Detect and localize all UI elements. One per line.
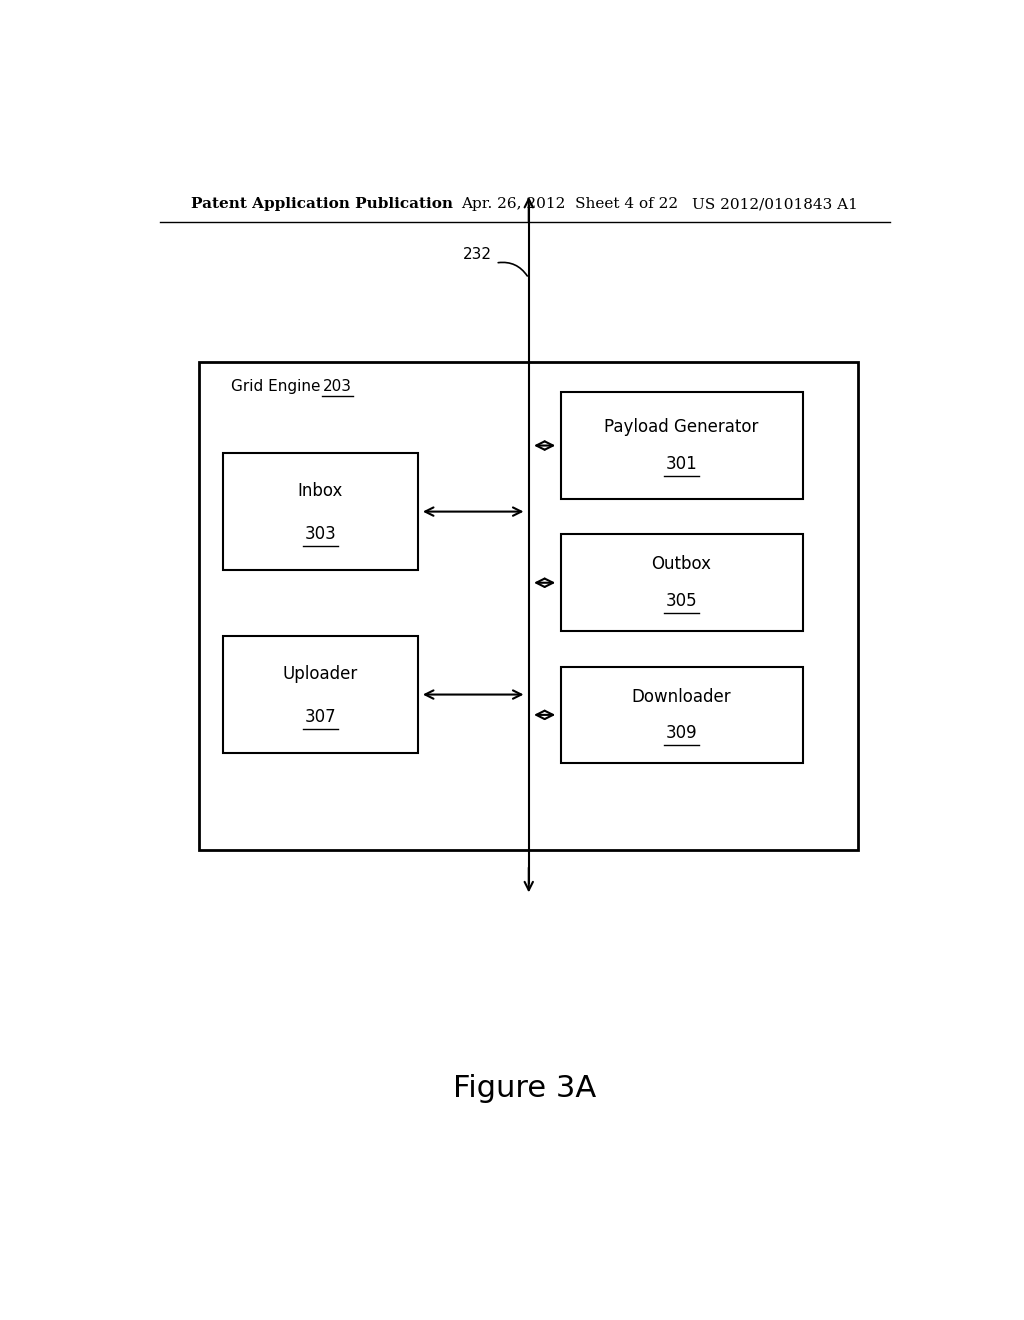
Bar bbox=[223, 636, 418, 752]
Text: 303: 303 bbox=[304, 525, 336, 543]
Text: Grid Engine: Grid Engine bbox=[231, 379, 326, 393]
Text: 301: 301 bbox=[666, 455, 697, 473]
Text: 232: 232 bbox=[463, 247, 492, 263]
Text: Patent Application Publication: Patent Application Publication bbox=[191, 197, 454, 211]
Bar bbox=[560, 667, 803, 763]
Text: Outbox: Outbox bbox=[651, 556, 712, 573]
Text: 307: 307 bbox=[304, 708, 336, 726]
Text: Payload Generator: Payload Generator bbox=[604, 418, 759, 436]
Bar bbox=[560, 392, 803, 499]
Text: Downloader: Downloader bbox=[632, 688, 731, 706]
Text: US 2012/0101843 A1: US 2012/0101843 A1 bbox=[692, 197, 858, 211]
Bar bbox=[223, 453, 418, 570]
Text: Inbox: Inbox bbox=[298, 482, 343, 500]
Bar bbox=[200, 362, 858, 850]
Text: 305: 305 bbox=[666, 593, 697, 610]
Bar bbox=[560, 535, 803, 631]
Text: Apr. 26, 2012  Sheet 4 of 22: Apr. 26, 2012 Sheet 4 of 22 bbox=[461, 197, 679, 211]
Text: Uploader: Uploader bbox=[283, 665, 358, 684]
Text: 309: 309 bbox=[666, 725, 697, 742]
Text: Figure 3A: Figure 3A bbox=[454, 1074, 596, 1104]
Text: 203: 203 bbox=[323, 379, 351, 393]
